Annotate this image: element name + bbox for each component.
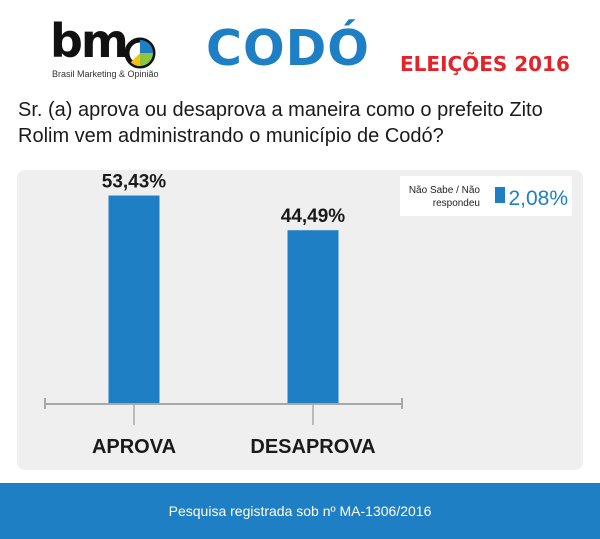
category-label: DESAPROVA — [250, 436, 375, 458]
logo-text: bm — [50, 14, 129, 68]
footer-text: Pesquisa registrada sob nº MA-1306/2016 — [168, 503, 432, 519]
bar-desaprova — [287, 230, 339, 403]
bar-value-label: 53,43% — [102, 172, 167, 193]
category-label: APROVA — [92, 436, 176, 458]
legend-label-line1: Não Sabe / Não — [409, 185, 481, 196]
legend-swatch — [495, 187, 505, 203]
chart-panel: Não Sabe / Não respondeu 2,08% 53,43% 44,… — [17, 170, 583, 470]
city-title: CODÓ — [206, 20, 370, 77]
bar-value-label: 44,49% — [281, 206, 346, 227]
legend-label-line2: respondeu — [433, 198, 480, 209]
pie-logo-icon — [124, 37, 156, 69]
bar-chart: Não Sabe / Não respondeu 2,08% 53,43% 44,… — [44, 172, 572, 458]
logo-subtitle: Brasil Marketing & Opinião — [52, 69, 159, 79]
legend-value: 2,08% — [508, 187, 568, 210]
bar-aprova — [108, 195, 160, 403]
survey-question: Sr. (a) aprova ou desaprova a maneira co… — [18, 99, 543, 147]
election-subtitle: ELEIÇÕES 2016 — [400, 52, 570, 76]
legend-box: Não Sabe / Não respondeu 2,08% — [400, 176, 572, 216]
footer-bar: Pesquisa registrada sob nº MA-1306/2016 — [0, 483, 600, 539]
brand-logo: bm Brasil Marketing & Opinião — [50, 18, 180, 82]
legend-background — [400, 176, 572, 216]
